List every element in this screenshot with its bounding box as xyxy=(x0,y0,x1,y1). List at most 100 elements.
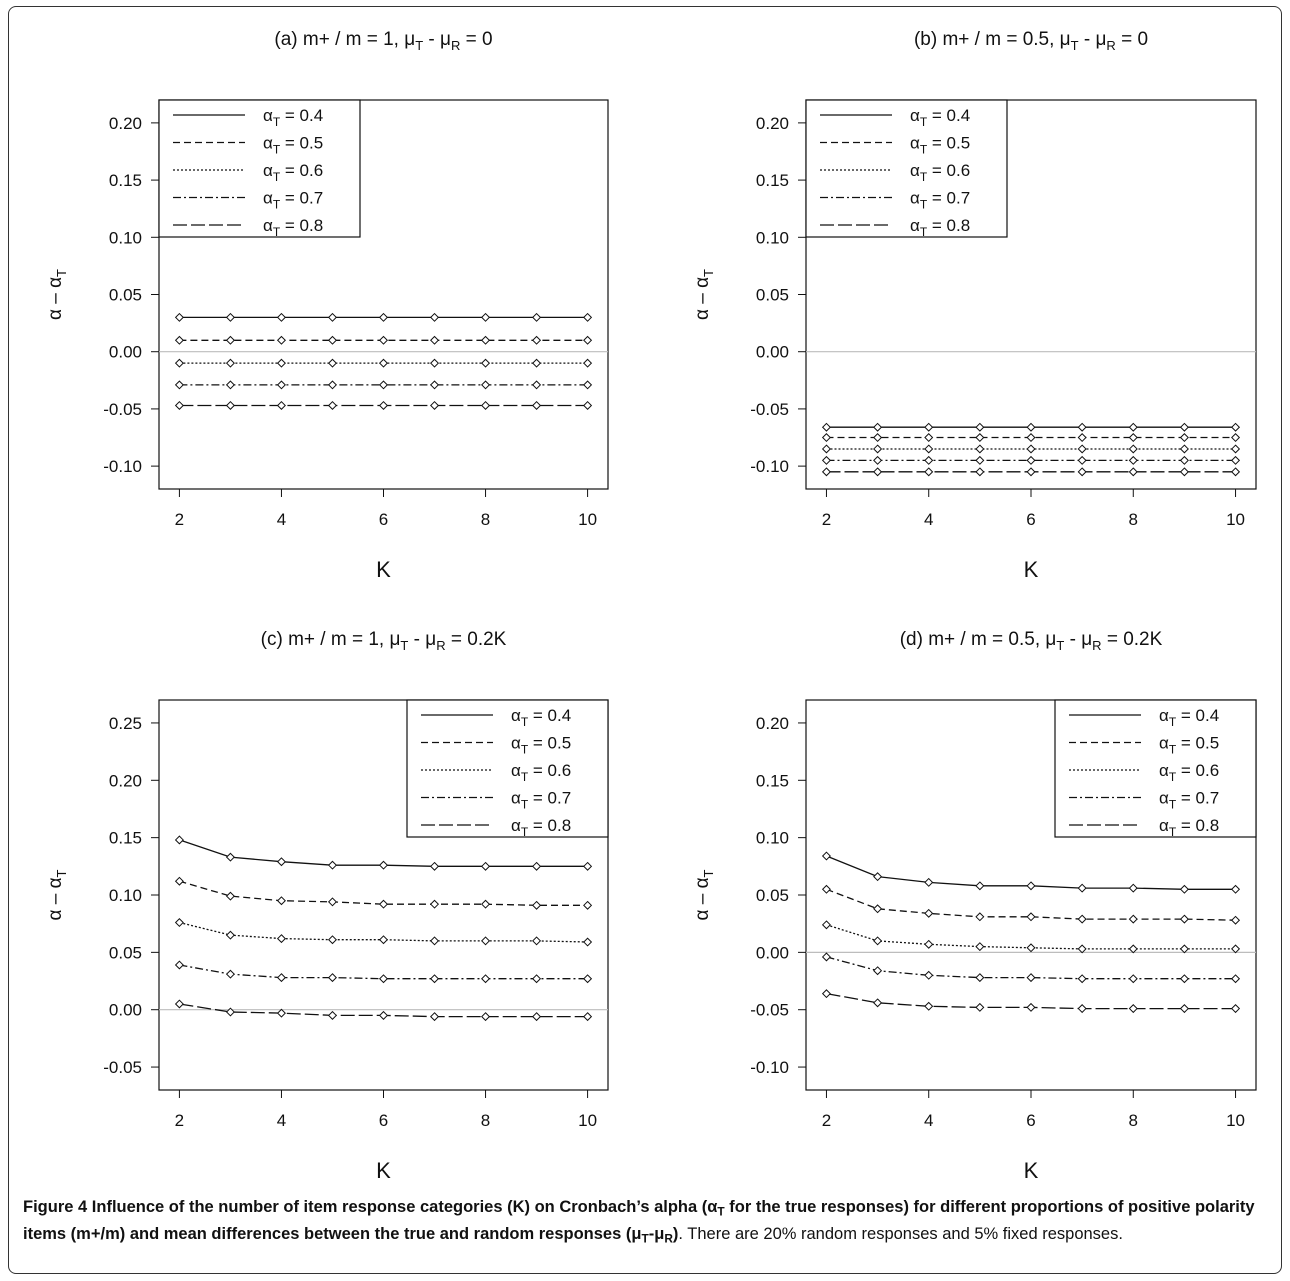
series-2 xyxy=(174,876,593,910)
x-tick-label: 2 xyxy=(175,510,184,529)
data-point xyxy=(1179,884,1189,894)
legend-label-text: α xyxy=(511,761,521,780)
data-point xyxy=(873,433,883,443)
y-tick-label: 0.00 xyxy=(756,343,789,362)
legend-label-sub: T xyxy=(273,115,281,129)
data-point xyxy=(1077,422,1087,432)
data-point xyxy=(583,937,593,947)
data-point xyxy=(975,422,985,432)
legend-label-text: α xyxy=(263,134,273,153)
x-tick-label: 10 xyxy=(578,510,597,529)
data-point xyxy=(583,861,593,871)
chart-title: (b) m+ / m = 0.5, μT - μR = 0 xyxy=(914,29,1148,53)
data-point xyxy=(1231,433,1241,443)
data-point xyxy=(1231,1004,1241,1014)
data-point xyxy=(174,335,184,345)
x-tick-label: 2 xyxy=(175,1111,184,1130)
legend-label-text: = 0.6 xyxy=(280,161,323,180)
data-point xyxy=(327,400,337,410)
y-tick-label: -0.05 xyxy=(103,1058,142,1077)
data-point xyxy=(174,835,184,845)
legend-label-text: = 0.7 xyxy=(927,189,970,208)
chart-title: (a) m+ / m = 1, μT - μR = 0 xyxy=(274,29,492,53)
data-point xyxy=(975,973,985,983)
data-point xyxy=(1128,974,1138,984)
data-point xyxy=(1026,1002,1036,1012)
y-tick-label: 0.10 xyxy=(109,886,142,905)
data-point xyxy=(873,422,883,432)
data-point xyxy=(174,960,184,970)
data-point xyxy=(873,904,883,914)
series-1 xyxy=(174,312,593,322)
data-point xyxy=(225,380,235,390)
data-point xyxy=(174,400,184,410)
data-point xyxy=(481,358,491,368)
data-point xyxy=(276,358,286,368)
legend-label: αT = 0.4 xyxy=(910,106,970,129)
data-point xyxy=(1077,944,1087,954)
y-axis-label-text: α – α xyxy=(692,877,713,920)
data-point xyxy=(532,1012,542,1022)
legend-label-text: α xyxy=(511,789,521,808)
y-axis-label: α – αT xyxy=(45,869,69,920)
data-point xyxy=(1179,1004,1189,1014)
legend-label-text: α xyxy=(511,816,521,835)
legend-label-text: = 0.6 xyxy=(927,161,970,180)
legend-box xyxy=(406,699,609,838)
legend-label: αT = 0.8 xyxy=(263,216,323,239)
x-tick-label: 4 xyxy=(924,1111,933,1130)
y-axis-label: α – αT xyxy=(692,269,716,320)
data-point xyxy=(378,860,389,870)
y-tick-label: -0.05 xyxy=(103,400,142,419)
y-tick-label: 0.05 xyxy=(109,943,142,962)
y-tick-label: 0.20 xyxy=(109,114,142,133)
x-axis-label: K xyxy=(376,1158,391,1183)
legend-label: αT = 0.4 xyxy=(263,106,323,129)
series-2 xyxy=(174,335,593,345)
data-point xyxy=(378,380,389,390)
y-tick-label: 0.20 xyxy=(756,114,789,133)
data-point xyxy=(924,908,934,918)
chart-title: (d) m+ / m = 0.5, μT - μR = 0.2K xyxy=(900,629,1163,653)
series-line xyxy=(826,956,1236,980)
y-tick-label: 0.15 xyxy=(109,171,142,190)
legend-box xyxy=(1054,699,1257,838)
data-point xyxy=(1077,974,1087,984)
legend-label-sub: T xyxy=(521,798,529,812)
x-tick-label: 10 xyxy=(1226,510,1245,529)
y-tick-label: 0.20 xyxy=(109,771,142,790)
data-point xyxy=(1077,914,1087,924)
legend-label-text: = 0.8 xyxy=(927,216,970,235)
y-tick-label: 0.20 xyxy=(756,714,789,733)
legend-label-text: α xyxy=(511,706,521,725)
legend-label-text: = 0.7 xyxy=(280,189,323,208)
legend-label-text: α xyxy=(910,189,920,208)
data-point xyxy=(378,1010,389,1020)
data-point xyxy=(1077,883,1087,893)
data-point xyxy=(583,900,593,910)
data-point xyxy=(583,380,593,390)
data-point xyxy=(430,1012,440,1022)
data-point xyxy=(583,312,593,322)
chart-panel-c: (c) m+ / m = 1, μT - μR = 0.2K-0.050.000… xyxy=(45,629,609,1183)
caption-bold-b: for the true responses) for different pr… xyxy=(23,1198,1255,1244)
legend-label-sub: T xyxy=(1169,825,1177,839)
data-point xyxy=(821,433,831,443)
y-tick-label: -0.10 xyxy=(103,457,142,476)
data-point xyxy=(481,899,491,909)
legend-label-text: = 0.8 xyxy=(528,816,571,835)
data-point xyxy=(1026,455,1036,465)
legend-label-text: α xyxy=(910,106,920,125)
legend-label: αT = 0.7 xyxy=(511,789,571,812)
data-point xyxy=(327,973,337,983)
data-point xyxy=(532,974,542,984)
data-point xyxy=(821,952,831,962)
data-point xyxy=(1077,455,1087,465)
data-point xyxy=(873,467,883,477)
data-point xyxy=(174,999,184,1009)
data-point xyxy=(225,400,235,410)
y-tick-label: 0.00 xyxy=(109,343,142,362)
legend-label-text: α xyxy=(910,216,920,235)
chart-title-text: - μ xyxy=(1064,629,1092,650)
data-point xyxy=(481,380,491,390)
